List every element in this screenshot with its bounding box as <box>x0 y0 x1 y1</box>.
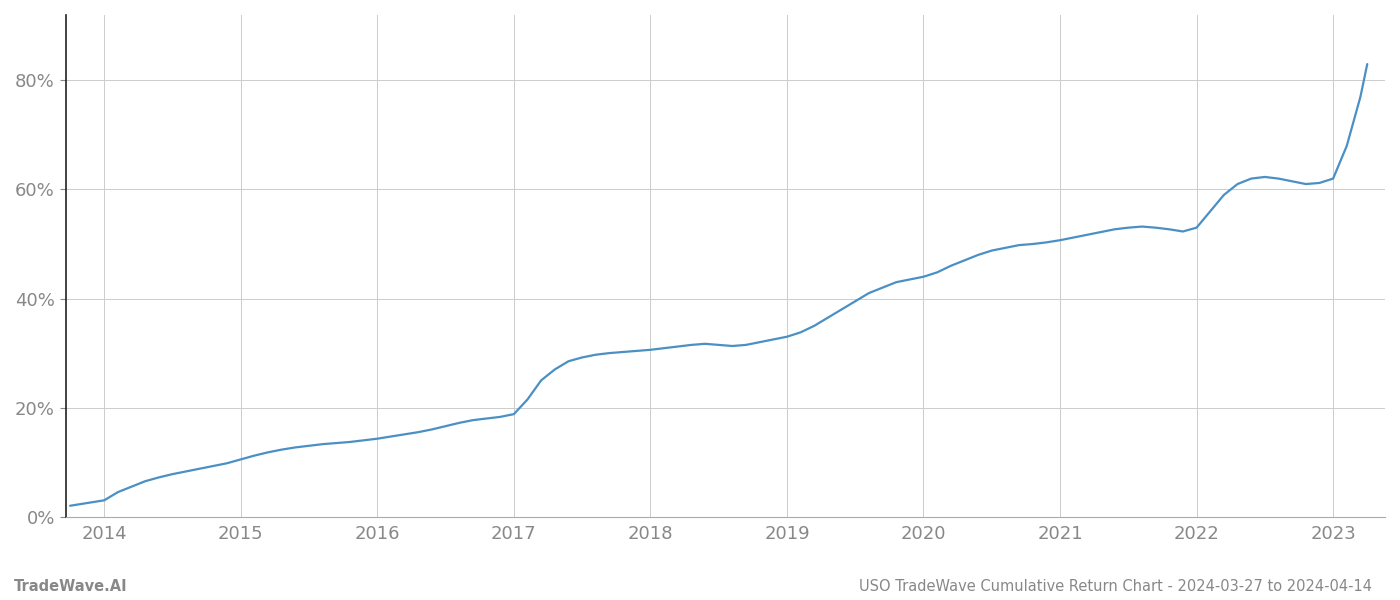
Text: USO TradeWave Cumulative Return Chart - 2024-03-27 to 2024-04-14: USO TradeWave Cumulative Return Chart - … <box>860 579 1372 594</box>
Text: TradeWave.AI: TradeWave.AI <box>14 579 127 594</box>
